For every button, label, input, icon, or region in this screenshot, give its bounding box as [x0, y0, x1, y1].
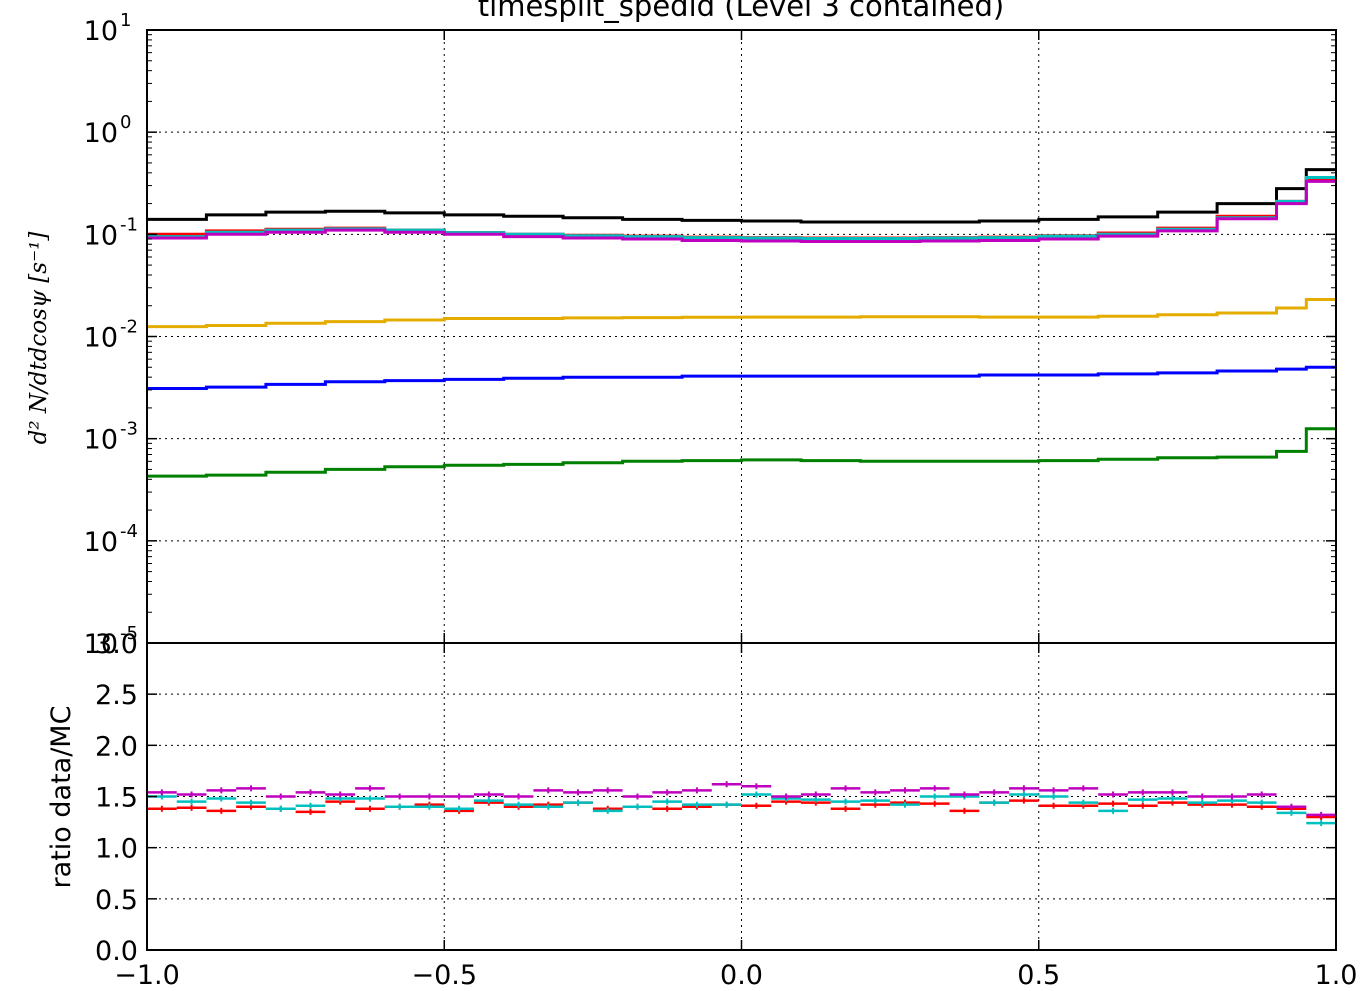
x-tick-labels: −1.0 −0.5 0.0 0.5 1.0: [114, 960, 1357, 991]
y-tick-label: 10: [84, 16, 118, 47]
y-tick-label: 10: [84, 425, 118, 456]
main-panel-series: [147, 168, 1336, 478]
ratio-series-2: [147, 791, 1336, 827]
x-tick-label: 1.0: [1315, 960, 1358, 991]
ratio-series-3: [147, 781, 1336, 818]
histogram-series-7: [147, 427, 1336, 478]
y-tick-label: 2.0: [95, 731, 138, 762]
ratio-panel: 0.0 0.5 1.0 1.5 2.0 2.5 3.0 −1.0 −0.5 0.0 0.5 1.0: [95, 629, 1357, 991]
ratio-y-axis-label: ratio data/MC: [46, 706, 77, 889]
y-tick-label: 10: [84, 527, 118, 558]
x-tick-label: −0.5: [411, 960, 477, 991]
y-tick-label: 10: [84, 220, 118, 251]
histogram-series-5: [147, 298, 1336, 329]
histogram-series-6: [147, 365, 1336, 390]
y-tick-label: 1.0: [95, 834, 138, 865]
y-tick-label-exponent: -3: [120, 419, 138, 440]
x-tick-label: 0.0: [720, 960, 763, 991]
y-tick-label-exponent: -2: [120, 317, 138, 338]
ratio-panel-ytick-labels: 0.0 0.5 1.0 1.5 2.0 2.5 3.0: [95, 629, 138, 967]
y-tick-label: 0.5: [95, 885, 138, 916]
histogram-series-4: [147, 179, 1336, 243]
y-tick-label-exponent: 0: [120, 112, 131, 133]
y-tick-label-exponent: -4: [120, 521, 138, 542]
ratio-panel-series: [147, 781, 1336, 827]
x-tick-label: 0.5: [1017, 960, 1060, 991]
y-tick-label: 2.5: [95, 680, 138, 711]
y-tick-label: 3.0: [95, 629, 138, 660]
y-tick-label: 1.5: [95, 783, 138, 814]
main-panel-grid: [147, 30, 1336, 643]
y-tick-label: 10: [84, 629, 118, 660]
y-tick-label: 10: [84, 118, 118, 149]
y-tick-label-exponent: 1: [120, 10, 131, 31]
y-tick-label-exponent: -1: [120, 214, 138, 235]
y-tick-label: 10: [84, 323, 118, 354]
chart-title: timesplit_spedid (Level 3 contained): [478, 0, 1004, 23]
y-tick-label-exponent: -5: [120, 623, 138, 644]
ratio-panel-grid: [147, 643, 1336, 950]
histogram-series-1: [147, 168, 1336, 224]
y-tick-label: 0.0: [95, 936, 138, 967]
ratio-panel-ticks: [146, 642, 1337, 951]
main-y-axis-label: d² N/dtdcosψ [s⁻¹]: [26, 232, 52, 445]
main-panel-ticks: [146, 29, 1337, 644]
x-tick-label: −1.0: [114, 960, 180, 991]
